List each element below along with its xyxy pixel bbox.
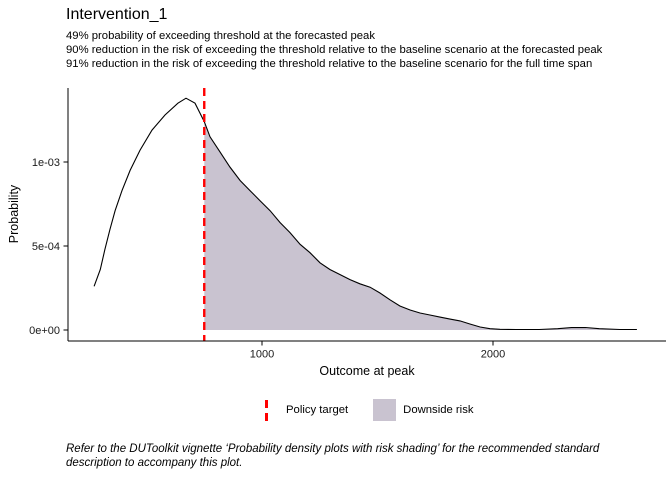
y-tick-label: 0e+00 <box>29 325 60 337</box>
x-axis-ticks: 1000 2000 <box>250 341 505 361</box>
subtitle-line: 90% reduction in the risk of exceeding t… <box>66 44 603 56</box>
y-axis-ticks: 0e+00 5e-04 1e-03 <box>29 157 68 337</box>
legend: Policy target Downside risk <box>265 397 474 423</box>
y-axis-title: Probability <box>7 184 21 243</box>
x-tick-label: 2000 <box>481 349 505 361</box>
density-curve <box>93 97 637 331</box>
caption-line: Refer to the DUToolkit vignette ‘Probabi… <box>66 443 600 455</box>
x-tick-label: 1000 <box>250 349 274 361</box>
downside-risk-area <box>204 121 637 330</box>
x-axis-title: Outcome at peak <box>319 364 415 378</box>
page-title: Intervention_1 <box>66 6 168 23</box>
y-tick-label: 5e-04 <box>32 241 60 253</box>
y-tick-label: 1e-03 <box>32 157 60 169</box>
subtitle-line: 91% reduction in the risk of exceeding t… <box>66 58 593 70</box>
legend-label-downside-risk: Downside risk <box>403 404 474 416</box>
chart-subtitle: 49% probability of exceeding threshold a… <box>66 29 602 71</box>
legend-label-policy-target: Policy target <box>286 404 349 416</box>
downside-risk-swatch-icon <box>373 399 397 421</box>
caption-line: description to accompany this plot. <box>66 456 243 469</box>
policy-target-key-icon <box>265 399 268 421</box>
subtitle-line: 49% probability of exceeding threshold a… <box>66 30 375 42</box>
caption: Refer to the DUToolkit vignette ‘Probabi… <box>66 443 646 470</box>
